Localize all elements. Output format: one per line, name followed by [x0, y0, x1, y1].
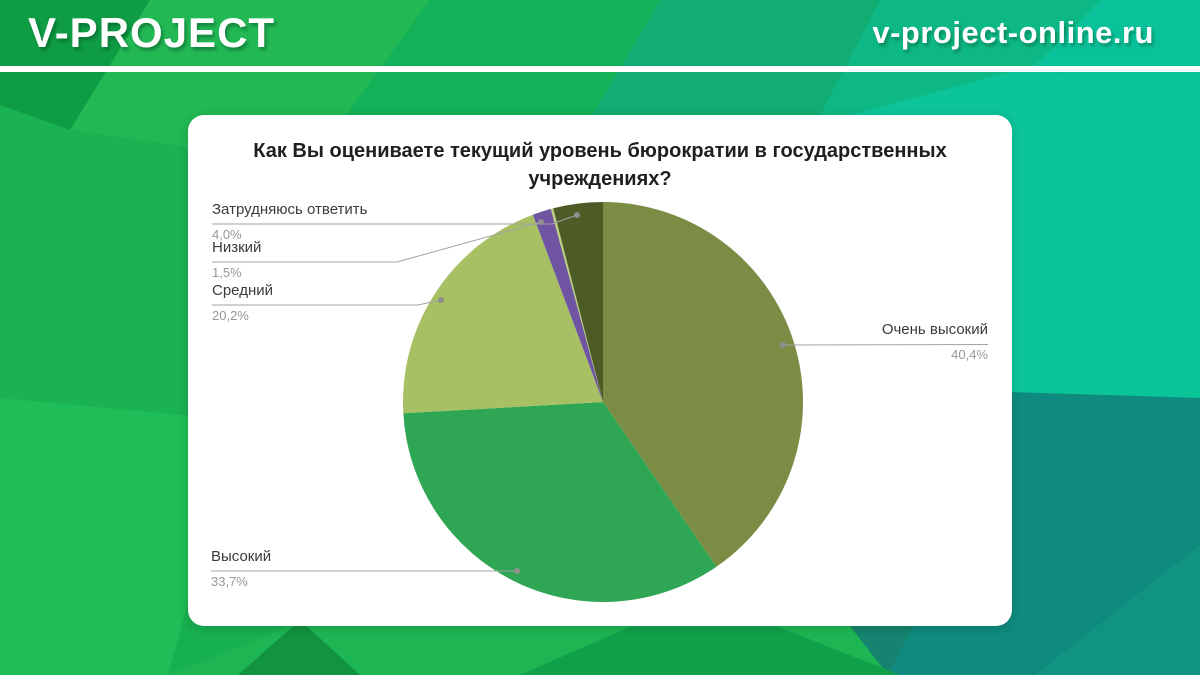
callout-zatrudnyayus: Затрудняюсь ответить 4,0% [212, 201, 367, 242]
brand-logo: V-PROJECT [28, 9, 276, 56]
pie-slice-1 [403, 402, 717, 602]
callout-label: Очень высокий [881, 321, 988, 338]
callout-percent: 1,5% [212, 265, 242, 280]
callout-ochen-vysokiy: Очень высокий 40,4% [882, 321, 988, 362]
callout-vysokiy: Высокий 33,7% [211, 548, 271, 589]
callout-label: Высокий [211, 548, 272, 565]
header-divider [0, 66, 1200, 72]
callout-label: Низкий [212, 239, 262, 256]
pie-slice-0 [603, 202, 803, 567]
callout-label: Затрудняюсь ответить [212, 201, 368, 218]
pie-chart-container [403, 202, 803, 602]
callout-percent: 33,7% [211, 574, 248, 589]
chart-title: Как Вы оцениваете текущий уровень бюрокр… [253, 140, 947, 190]
chart-card: Как Вы оцениваете текущий уровень бюрокр… [188, 115, 1012, 626]
pie-chart [403, 202, 803, 602]
callout-percent: 40,4% [951, 347, 988, 362]
callout-nizkiy: Низкий 1,5% [212, 239, 261, 280]
callout-percent: 20,2% [212, 308, 249, 323]
header: V-PROJECT v-project-online.ru [0, 0, 1200, 66]
pie-slice-5 [553, 202, 603, 402]
callout-label: Средний [212, 282, 273, 299]
callout-sredniy: Средний 20,2% [212, 282, 273, 323]
pie-slice-4 [550, 208, 603, 402]
website-url: v-project-online.ru [872, 15, 1154, 50]
pie-slice-2 [403, 214, 603, 414]
pie-slice-3 [532, 208, 603, 402]
